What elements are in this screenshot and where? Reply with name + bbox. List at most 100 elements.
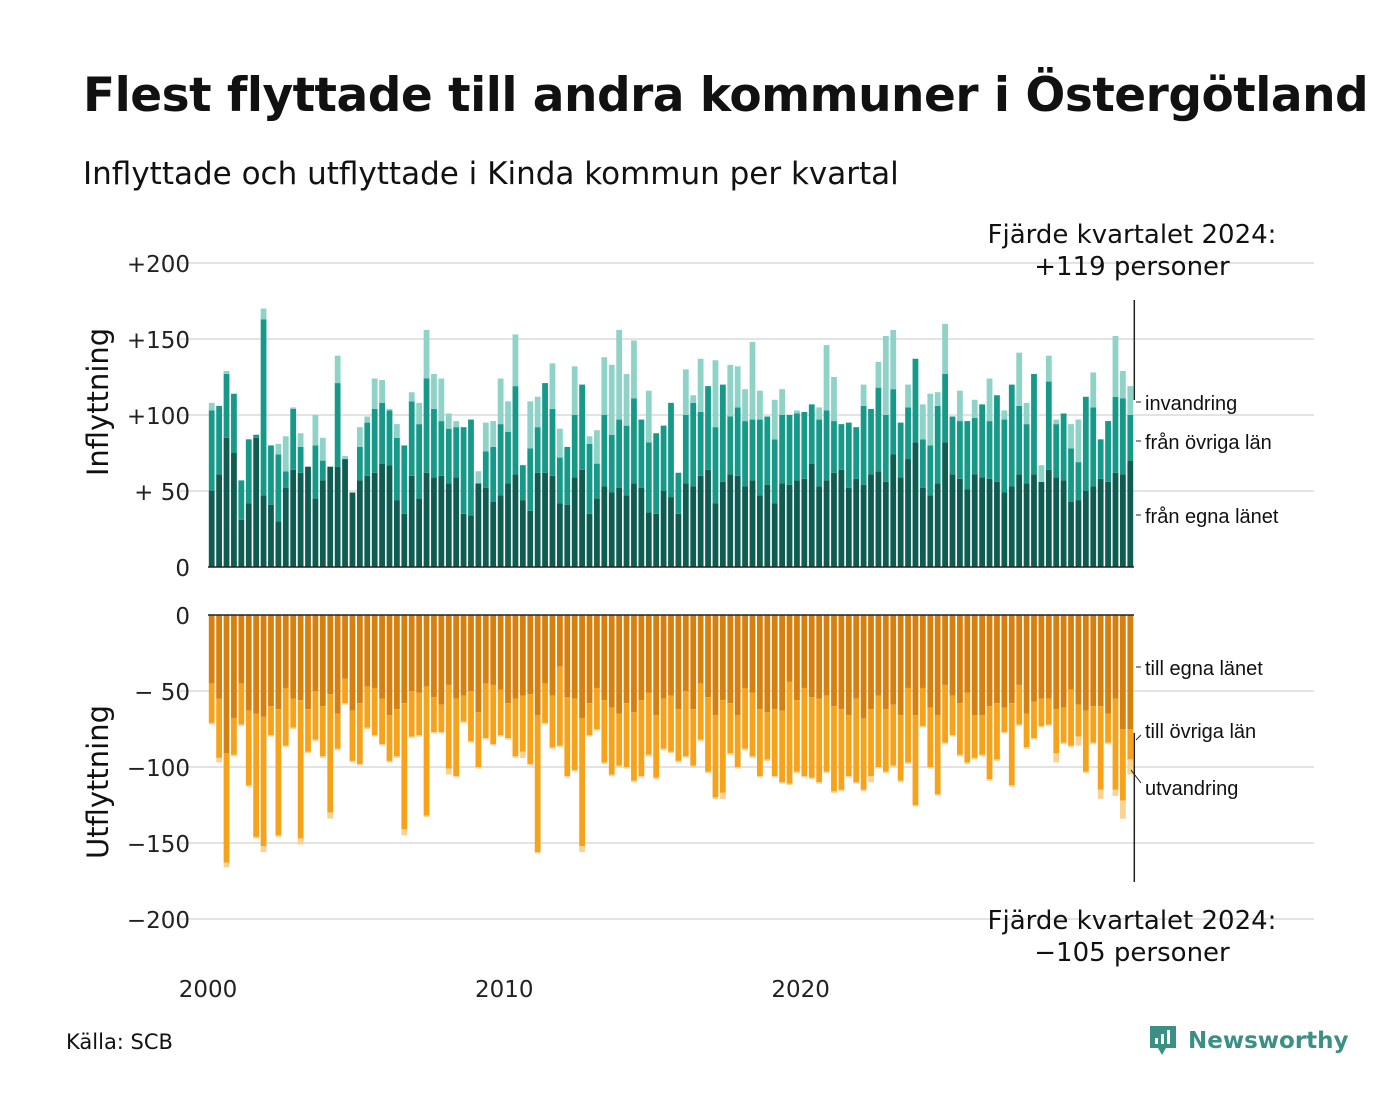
bar-inflow-segment (623, 425, 630, 496)
bar-inflow-segment (475, 471, 482, 484)
bar-outflow-segment (638, 776, 645, 778)
bar-inflow-segment (1127, 386, 1134, 415)
bar-inflow-segment (860, 484, 867, 567)
bar-inflow-segment (327, 466, 334, 567)
bar-inflow-segment (1082, 396, 1089, 491)
bar-outflow-segment (875, 767, 882, 769)
bar-outflow-segment (216, 757, 222, 763)
bar-inflow-segment (697, 411, 704, 476)
bar-inflow-segment (371, 378, 378, 409)
bar-outflow-segment (349, 760, 356, 763)
bar-outflow-segment (860, 615, 867, 719)
bar-outflow-segment (1112, 789, 1119, 796)
series-label-inflow: från egna länet (1145, 506, 1279, 528)
bar-outflow-segment (845, 715, 852, 777)
bar-inflow-segment (949, 416, 956, 475)
bar-outflow-segment (445, 615, 452, 685)
bar-outflow-segment (519, 615, 526, 696)
bar-outflow-segment (564, 697, 571, 777)
bar-inflow-segment (986, 421, 993, 479)
bar-outflow-segment (653, 615, 660, 716)
bar-outflow-segment (838, 615, 845, 710)
bar-outflow-segment (253, 615, 260, 714)
bar-outflow-segment (571, 698, 578, 771)
bar-inflow-segment (1090, 407, 1097, 487)
bar-inflow-segment (549, 363, 556, 409)
bar-outflow-segment (1068, 615, 1074, 690)
series-label-outflow: till övriga län (1145, 721, 1256, 743)
bar-outflow-segment (416, 692, 423, 736)
bar-inflow-segment (371, 408, 378, 473)
bar-outflow-segment (519, 695, 526, 752)
bar-inflow-segment (631, 340, 637, 399)
bar-inflow-segment (231, 393, 237, 453)
bar-outflow-segment (949, 735, 956, 737)
bar-outflow-segment (534, 852, 541, 854)
bar-outflow-segment (231, 754, 237, 757)
bar-outflow-segment (1008, 785, 1015, 787)
bar-outflow-segment (668, 695, 674, 752)
bar-outflow-segment (238, 683, 245, 725)
bar-inflow-segment (734, 475, 741, 567)
bar-outflow-segment (675, 615, 682, 710)
bar-outflow-segment (757, 709, 763, 777)
bar-outflow-segment (623, 767, 630, 769)
bar-inflow-segment (808, 463, 815, 567)
bar-outflow-segment (631, 780, 637, 783)
bar-inflow-segment (623, 495, 630, 567)
bar-outflow-segment (305, 615, 311, 710)
bar-inflow-segment (601, 415, 608, 487)
bar-inflow-segment (401, 445, 408, 514)
y-tick-label-top: 0 (175, 556, 190, 582)
bar-outflow-segment (757, 776, 763, 778)
bar-outflow-segment (1127, 729, 1134, 760)
bar-inflow-segment (282, 487, 289, 567)
x-tick-label: 2010 (475, 977, 534, 1003)
bar-inflow-segment (868, 474, 874, 567)
bar-outflow-segment (349, 615, 356, 711)
bar-outflow-segment (742, 687, 748, 749)
bar-inflow-segment (601, 357, 608, 415)
bar-outflow-segment (356, 703, 363, 764)
bar-outflow-segment (734, 615, 741, 716)
chart-subtitle: Inflyttade och utflyttade i Kinda kommun… (83, 156, 899, 192)
bar-inflow-segment (927, 393, 934, 446)
bar-inflow-segment (1023, 402, 1030, 425)
bar-inflow-segment (482, 451, 489, 488)
bar-outflow-segment (831, 706, 837, 792)
bar-outflow-segment (401, 615, 408, 704)
bar-outflow-segment (1090, 706, 1097, 743)
bar-inflow-segment (668, 497, 674, 567)
bar-outflow-segment (749, 692, 756, 757)
bar-inflow-segment (779, 415, 786, 484)
bar-outflow-segment (505, 703, 511, 739)
bar-outflow-segment (786, 783, 793, 786)
bar-outflow-segment (334, 615, 341, 714)
bar-outflow-segment (912, 715, 919, 805)
bar-inflow-segment (386, 408, 393, 411)
bar-inflow-segment (682, 415, 689, 484)
bar-outflow-segment (260, 846, 267, 853)
bar-outflow-segment (527, 763, 534, 766)
bar-outflow-segment (416, 615, 423, 693)
bar-outflow-segment (475, 767, 482, 769)
bar-outflow-segment (608, 774, 615, 777)
bar-outflow-segment (245, 710, 252, 786)
bar-outflow-segment (431, 697, 437, 733)
bar-outflow-segment (468, 741, 474, 743)
bar-inflow-segment (734, 407, 741, 476)
bar-inflow-segment (505, 401, 511, 432)
bar-outflow-segment (601, 700, 608, 763)
bar-inflow-segment (719, 384, 726, 482)
bar-inflow-segment (445, 483, 452, 567)
bar-inflow-segment (682, 483, 689, 567)
bar-inflow-segment (482, 487, 489, 567)
bar-inflow-segment (223, 373, 230, 438)
bar-inflow-segment (1075, 462, 1082, 501)
bar-outflow-segment (845, 615, 852, 716)
annotation-bottom: −105 personer (1034, 938, 1230, 968)
bar-inflow-segment (379, 463, 385, 567)
bar-outflow-segment (764, 615, 771, 713)
series-label-outflow: utvandring (1145, 778, 1238, 800)
bar-inflow-segment (290, 469, 297, 567)
